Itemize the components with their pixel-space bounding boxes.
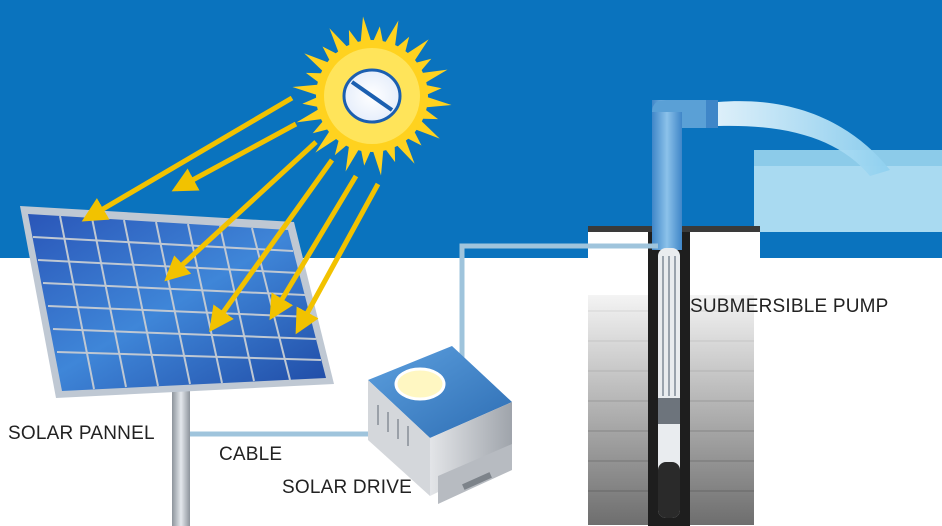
solar-panel-icon — [20, 206, 334, 398]
panel-pole — [172, 380, 190, 526]
ray-arrow — [269, 174, 359, 321]
sun-rays — [292, 16, 452, 176]
submersible-pump-icon — [658, 248, 680, 518]
ray-arrow — [209, 158, 335, 333]
ray-arrow — [164, 140, 318, 282]
ray-arrow — [171, 121, 298, 192]
solar-panel-label: SOLAR PANNEL — [8, 423, 155, 444]
water-tank — [754, 150, 942, 232]
ray-arrow — [295, 182, 381, 335]
water-stream — [718, 101, 890, 176]
ray-arrow — [81, 95, 294, 222]
solar-drive-icon — [368, 346, 512, 504]
delivery-pipe — [652, 100, 718, 250]
cable-label: CABLE — [219, 444, 283, 465]
sun-ray-arrows — [81, 95, 381, 335]
submersible-pump-label: SUBMERSIBLE PUMP — [690, 296, 889, 317]
solar-drive-label: SOLAR DRIVE — [282, 477, 412, 498]
sun-icon — [292, 16, 452, 176]
cable-to-pump — [459, 243, 658, 370]
